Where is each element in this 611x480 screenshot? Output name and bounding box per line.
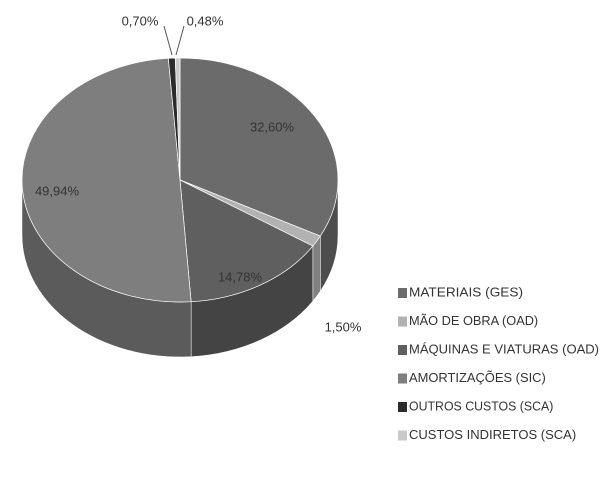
legend-swatch — [398, 316, 407, 327]
leader-line — [175, 25, 185, 56]
pie — [21, 57, 339, 358]
legend-swatch — [398, 373, 407, 384]
pie-slice — [174, 57, 181, 181]
legend-label: MÁQUINAS E VIATURAS (OAD) — [409, 341, 599, 356]
data-label: 0,70% — [122, 13, 159, 28]
data-label: 1,50% — [325, 319, 362, 334]
data-label: 49,94% — [35, 183, 80, 198]
data-label: 0,48% — [187, 13, 224, 28]
legend-label: MÃO DE OBRA (OAD) — [409, 313, 538, 328]
data-label: 14,78% — [218, 269, 263, 284]
data-label: 32,60% — [250, 119, 295, 134]
legend-swatch — [398, 345, 407, 355]
legend-label: CUSTOS INDIRETOS (SCA) — [409, 427, 576, 442]
pie-slice — [21, 57, 192, 303]
pie-slice — [179, 57, 339, 237]
legend-swatch — [398, 288, 407, 298]
legend-label: OUTROS CUSTOS (SCA) — [409, 398, 553, 413]
legend-label: AMORTIZAÇÕES (SIC) — [409, 370, 546, 385]
pie-side — [312, 235, 321, 302]
pie-slice — [179, 179, 314, 303]
legend-swatch — [398, 430, 407, 441]
legend-label: MATERIAIS (GES) — [409, 284, 523, 299]
leader-line — [163, 25, 173, 56]
legend-swatch — [398, 402, 407, 412]
